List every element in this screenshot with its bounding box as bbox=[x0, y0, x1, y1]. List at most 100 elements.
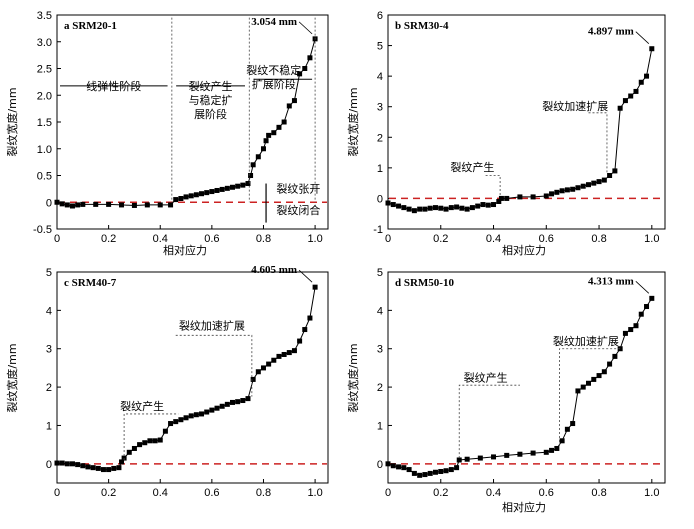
x-tick-label: 0.6 bbox=[539, 233, 554, 245]
data-point bbox=[411, 208, 417, 214]
annotation-line: 裂纹产生 bbox=[464, 370, 508, 384]
data-point bbox=[116, 465, 122, 471]
data-point bbox=[517, 451, 523, 457]
data-point bbox=[286, 103, 292, 109]
data-point bbox=[591, 180, 597, 186]
data-point bbox=[291, 348, 297, 354]
annotation-label: 裂纹产生 bbox=[450, 160, 494, 174]
y-tick-label: 1 bbox=[377, 163, 383, 175]
x-tick-label: 0.4 bbox=[486, 233, 501, 245]
data-point bbox=[230, 399, 236, 405]
data-point bbox=[585, 380, 591, 386]
annotation-leader bbox=[588, 112, 608, 174]
x-axis-label: 相对应力 bbox=[163, 243, 207, 257]
data-point bbox=[422, 206, 428, 212]
x-tick-label: 0 bbox=[385, 487, 391, 499]
end-value-pointer bbox=[298, 269, 313, 283]
y-tick-label: -0.5 bbox=[33, 224, 52, 236]
data-point bbox=[491, 202, 497, 208]
data-point bbox=[585, 182, 591, 188]
data-point bbox=[575, 185, 581, 191]
annotation-line: 裂纹产生 bbox=[450, 160, 494, 174]
data-point bbox=[266, 132, 272, 138]
data-point bbox=[214, 187, 220, 193]
data-point bbox=[438, 468, 444, 474]
data-point bbox=[438, 205, 444, 211]
data-point bbox=[644, 73, 650, 79]
plot-frame bbox=[56, 271, 329, 484]
data-point bbox=[230, 184, 236, 190]
data-point bbox=[417, 206, 423, 212]
annotation-line: 裂纹加速扩展 bbox=[553, 334, 619, 348]
x-tick-label: 0.8 bbox=[591, 233, 606, 245]
data-point bbox=[580, 384, 586, 390]
annotation-line: 裂纹不稳定 bbox=[246, 63, 301, 77]
data-point bbox=[401, 465, 407, 471]
data-point bbox=[240, 182, 246, 188]
annotation-line: 裂纹张开 bbox=[276, 182, 320, 196]
chart-panel-1: 0 0.2 0.4 0.6 0.8 1.0-0.500.51.01.52.02.53.03… bbox=[5, 10, 329, 257]
series-line bbox=[387, 298, 653, 476]
data-point bbox=[59, 201, 65, 207]
data-point bbox=[564, 426, 570, 432]
data-point bbox=[106, 467, 112, 473]
y-tick-label: 4 bbox=[377, 305, 383, 317]
y-tick-label: 4 bbox=[46, 305, 52, 317]
data-point bbox=[168, 202, 174, 208]
data-point bbox=[607, 173, 613, 178]
data-point bbox=[638, 311, 644, 317]
data-point bbox=[638, 79, 644, 85]
data-point bbox=[559, 438, 565, 444]
data-point bbox=[286, 350, 292, 356]
data-point bbox=[596, 179, 602, 185]
data-point bbox=[85, 464, 91, 470]
annotation-line: 展阶段 bbox=[194, 107, 227, 121]
y-tick-label: 0 bbox=[46, 197, 52, 209]
end-value-pointer bbox=[298, 21, 313, 35]
data-point bbox=[422, 472, 428, 478]
x-tick-label: 0.8 bbox=[256, 233, 271, 245]
data-point bbox=[142, 440, 148, 446]
end-value-label: 4.897 mm bbox=[588, 26, 634, 38]
data-point bbox=[90, 465, 96, 471]
y-axis-label: 裂纹宽度/mm bbox=[5, 87, 19, 156]
annotation-leader bbox=[485, 175, 501, 197]
data-point bbox=[235, 399, 241, 405]
y-tick-label: 1 bbox=[377, 420, 383, 432]
data-point bbox=[297, 71, 303, 77]
annotation-leader bbox=[458, 384, 520, 459]
data-point bbox=[427, 205, 433, 211]
data-point bbox=[549, 447, 555, 453]
plot-frame bbox=[387, 271, 666, 484]
data-point bbox=[559, 188, 565, 194]
data-point bbox=[281, 119, 287, 125]
data-point bbox=[276, 353, 282, 359]
data-point bbox=[517, 194, 523, 200]
annotation-line: 裂纹加速扩展 bbox=[542, 99, 608, 113]
data-point bbox=[188, 413, 194, 419]
data-point bbox=[250, 376, 256, 382]
data-point bbox=[80, 201, 86, 207]
data-point bbox=[64, 461, 70, 467]
data-point bbox=[59, 460, 65, 466]
data-point bbox=[498, 195, 504, 201]
data-point bbox=[302, 327, 308, 333]
y-tick-label: 2.5 bbox=[37, 64, 52, 76]
data-point bbox=[601, 177, 607, 183]
data-point bbox=[530, 194, 536, 200]
x-tick-label: 1.0 bbox=[644, 233, 659, 245]
annotation-label: 裂纹加速扩展 bbox=[553, 334, 619, 348]
data-point bbox=[475, 203, 481, 209]
data-point bbox=[504, 452, 510, 458]
data-point bbox=[504, 195, 510, 201]
data-point bbox=[235, 183, 241, 189]
annotation-label: 裂纹产生与稳定扩展阶段 bbox=[189, 79, 233, 121]
data-point bbox=[543, 193, 549, 199]
x-tick-label: 0.2 bbox=[433, 487, 448, 499]
end-value-label: 4.605 mm bbox=[251, 264, 297, 276]
data-point bbox=[427, 470, 433, 476]
series-line bbox=[387, 48, 653, 212]
data-point bbox=[432, 469, 438, 475]
x-tick-label: 0 bbox=[54, 233, 60, 245]
data-point bbox=[224, 185, 230, 191]
